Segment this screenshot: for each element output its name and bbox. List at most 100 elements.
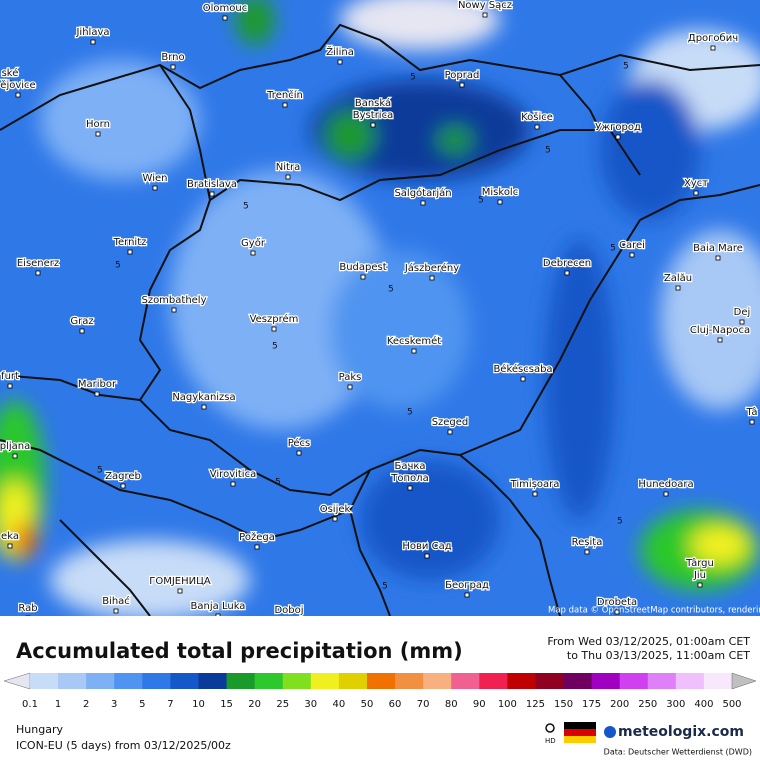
city-label: Tâ (745, 406, 757, 418)
legend-label: 40 (333, 699, 346, 710)
city-label: Virovitica (210, 469, 256, 480)
city-dot (201, 404, 207, 410)
legend-swatch (647, 673, 677, 689)
city-dot (424, 553, 430, 559)
city-label: Jászberény (404, 262, 459, 274)
city-dot (429, 275, 435, 281)
city-dot (15, 92, 21, 98)
city-dot (209, 191, 215, 197)
contour-label: 5 (623, 62, 629, 72)
city-dot (564, 270, 570, 276)
legend-label: 250 (638, 699, 657, 710)
city-dot (152, 185, 158, 191)
city-label: Bystrica (353, 110, 393, 121)
legend-label: 30 (304, 699, 317, 710)
contour-label: 5 (382, 582, 388, 592)
city-label: Nowy Sącz (458, 0, 512, 11)
search-icon[interactable] (545, 723, 555, 733)
city-dot (296, 450, 302, 456)
legend-label: 90 (473, 699, 486, 710)
city-dot (79, 328, 85, 334)
city-dot (90, 39, 96, 45)
legend-label: 3 (111, 699, 117, 710)
legend-swatch (142, 673, 171, 689)
city-dot (459, 82, 465, 88)
city-dot (464, 592, 470, 598)
city-dot (7, 543, 13, 549)
city-dot (282, 102, 288, 108)
city-dot (697, 582, 703, 588)
hd: HD (545, 737, 556, 745)
city-dot (287, 618, 291, 622)
city-dot (113, 608, 119, 614)
legend-swatch (338, 673, 368, 689)
city-dot (25, 615, 31, 616)
city-label: Zalău (664, 273, 692, 284)
city-dot (497, 199, 503, 205)
city-label: Târgu (685, 557, 714, 569)
city-label: Rab (18, 603, 37, 614)
city-label: Paks (339, 372, 362, 383)
city-label: Jihlava (75, 27, 109, 38)
legend-swatch (254, 673, 284, 689)
model: ICON-EU (5 days) from 03/12/2025/00z (16, 739, 231, 752)
city-label: Ternitz (113, 237, 147, 248)
period-to: to Thu 03/13/2025, 11:00am CET (567, 649, 750, 662)
city-label: Szeged (432, 417, 469, 428)
city-label: Bratislava (187, 179, 237, 190)
city-dot (170, 64, 176, 70)
city-dot (614, 609, 620, 615)
city-label: Poprad (445, 70, 480, 81)
city-label: Drobeta (597, 597, 637, 608)
contour-label: 5 (275, 478, 281, 488)
city-label: Reșița (572, 537, 603, 548)
city-dot (254, 544, 260, 550)
city-label: Horn (86, 119, 110, 130)
legend-arrow-low (3, 672, 31, 690)
source: Data: Deutscher Wetterdienst (DWD) (604, 748, 752, 757)
city-label: Pécs (288, 437, 311, 449)
contour-label: 5 (610, 244, 616, 254)
legend-label: 25 (276, 699, 289, 710)
city-label: Brno (161, 52, 184, 63)
region: Hungary (16, 723, 63, 736)
title: Accumulated total precipitation (mm) (16, 639, 463, 663)
legend-swatch (451, 673, 480, 689)
city-label: Zagreb (105, 471, 141, 482)
legend-swatch (170, 673, 199, 689)
city-label: Doboj (274, 605, 303, 616)
city-dot (407, 473, 413, 479)
contour-label: 5 (115, 261, 121, 271)
city-dot (407, 485, 413, 491)
city-dot (12, 453, 18, 459)
city-label: Timișoara (510, 479, 560, 490)
city-label: Salgótarján (394, 187, 451, 199)
city-dot (171, 307, 177, 313)
legend-label: 15 (220, 699, 233, 710)
city-label: Carei (619, 240, 645, 251)
city-label: Graz (70, 316, 93, 327)
city-label: Veszprém (250, 313, 299, 325)
city-label: Košice (521, 111, 553, 123)
contour-label: 5 (243, 202, 249, 212)
city-label: Dej (734, 307, 751, 318)
city-label: Debrecen (543, 258, 591, 269)
contour-label: 5 (388, 285, 394, 295)
legend-swatch (703, 673, 733, 689)
map: Map data © OpenStreetMap contributors, r… (0, 0, 760, 622)
attribution: Map data © OpenStreetMap contributors, r… (548, 606, 760, 616)
brand[interactable]: meteologix.com (618, 724, 744, 740)
contour-label: 5 (407, 408, 413, 418)
legend-label: 125 (526, 699, 545, 710)
city-label: Olomouc (203, 3, 247, 14)
legend-swatch (507, 673, 536, 689)
city-dot (35, 270, 41, 276)
city-label: Budapest (339, 262, 386, 273)
city-dot (337, 59, 343, 65)
city-dot (347, 384, 353, 390)
city-dot (584, 549, 590, 555)
city-label: furt (1, 371, 19, 382)
city-label: ГОМЈЕНИЦА (149, 576, 211, 587)
city-dot (717, 337, 723, 343)
